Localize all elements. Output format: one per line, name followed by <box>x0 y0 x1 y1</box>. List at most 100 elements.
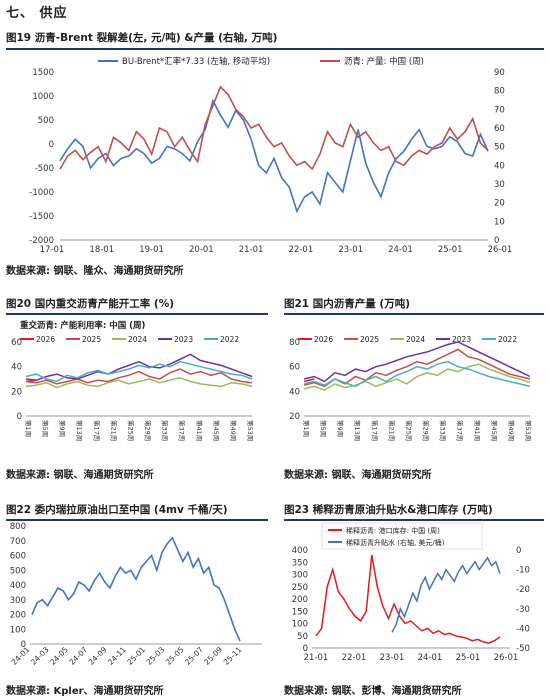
x-tick-label: 第53周 <box>524 420 533 441</box>
x-tick-label: 第1周 <box>24 420 33 437</box>
x-tick-label: 第25周 <box>126 420 135 441</box>
y-right-tick-label: 20 <box>494 199 505 209</box>
series-line-2025 <box>303 348 531 388</box>
y-left-tick-label: 200 <box>292 595 308 605</box>
legend-label: 2023 <box>174 335 193 344</box>
y-right-tick-label: -40 <box>516 624 530 634</box>
x-tick-label: 25-11 <box>222 645 244 667</box>
y-right-tick-label: 0 <box>516 546 521 556</box>
y-right-tick-label: 50 <box>494 143 505 153</box>
x-tick-label: 26-01 <box>494 653 519 663</box>
legend-label: 2024 <box>406 335 425 344</box>
y-left-tick-label: 350 <box>292 558 308 568</box>
figure-20-rule <box>6 313 268 315</box>
figure-20-title: 图20 国内重交沥青产能开工率 (%) <box>6 298 175 310</box>
legend-label: 稀释沥青: 港口库存: 中国 (周) <box>346 526 440 535</box>
figure-20-chart: 重交沥青: 产能利用率: 中国 (周)6040200第1周 第5周 第9周 第13周第… <box>11 320 255 441</box>
figure-21-title: 图21 国内沥青产量 (万吨) <box>284 298 411 310</box>
series-line-1 <box>391 556 501 633</box>
series-line-1 <box>59 85 489 171</box>
x-tick-label: 25-01 <box>438 245 463 255</box>
series-line-2026 <box>303 378 315 383</box>
y-right-tick-label: -10 <box>516 566 530 576</box>
x-tick-label: 24-09 <box>87 645 109 667</box>
x-tick-label: 第29周 <box>144 420 153 441</box>
y-tick-label: 600 <box>10 552 26 562</box>
x-tick-label: 第25周 <box>404 420 413 441</box>
series-line-0 <box>315 554 501 644</box>
y-left-tick-label: 50 <box>297 632 308 642</box>
y-tick-label: 400 <box>10 581 26 591</box>
y-tick-label: 20 <box>11 387 22 397</box>
x-tick-label: 23-01 <box>338 245 363 255</box>
x-tick-label: 25-03 <box>145 645 167 667</box>
y-right-tick-label: 40 <box>494 161 505 171</box>
x-tick-label: 第9周 <box>336 420 345 437</box>
x-tick-label: 第17周 <box>92 420 101 441</box>
y-left-tick-label: 250 <box>292 583 308 593</box>
y-left-tick-label: -2000 <box>29 236 54 246</box>
x-tick-label: 第45周 <box>490 420 499 441</box>
series-line-2024 <box>25 377 253 389</box>
y-right-tick-label: 60 <box>494 124 505 134</box>
figure-21-rule <box>284 313 544 315</box>
figure-19-rule <box>6 48 544 50</box>
figure-19-chart: 150010005000-500-1000-1500-2000908070605… <box>29 56 513 255</box>
x-tick-label: 26-01 <box>488 245 513 255</box>
y-right-tick-label: -50 <box>516 644 530 654</box>
y-tick-label: 20 <box>289 412 300 422</box>
y-tick-label: 700 <box>10 537 26 547</box>
y-left-tick-label: -500 <box>35 164 54 174</box>
y-tick-label: 300 <box>10 596 26 606</box>
x-tick-label: 第21周 <box>387 420 396 441</box>
figure-19-title: 图19 沥青-Brent 裂解差(左, 元/吨) &产量 (右轴, 万吨) <box>6 32 278 44</box>
y-left-tick-label: -1500 <box>29 212 54 222</box>
legend-label: 沥青: 产量: 中国 (周) <box>344 56 424 67</box>
legend-label: 2022 <box>220 335 239 344</box>
x-tick-label: 21-01 <box>239 245 264 255</box>
x-tick-label: 24-11 <box>106 645 128 667</box>
y-left-tick-label: 0 <box>303 644 308 654</box>
x-tick-label: 25-01 <box>125 645 147 667</box>
y-right-tick-label: 0 <box>494 236 499 246</box>
figure-22-rule <box>6 519 268 521</box>
x-tick-label: 第29周 <box>422 420 431 441</box>
series-line-2023 <box>25 353 253 381</box>
x-tick-label: 第13周 <box>75 420 84 441</box>
series-line-2024 <box>303 363 531 391</box>
series-line-2023 <box>303 341 531 383</box>
x-tick-label: 25-07 <box>183 645 205 667</box>
y-tick-label: 100 <box>10 625 26 635</box>
x-tick-label: 21-01 <box>304 653 329 663</box>
x-tick-label: 第33周 <box>161 420 170 441</box>
x-tick-label: 第33周 <box>439 420 448 441</box>
x-tick-label: 24-01 <box>10 645 32 667</box>
x-tick-label: 第5周 <box>41 420 50 437</box>
y-tick-label: 60 <box>289 363 300 373</box>
series-line-2022 <box>303 360 531 388</box>
y-right-tick-label: 30 <box>494 180 505 190</box>
y-left-tick-label: 300 <box>292 571 308 581</box>
chart-title: 重交沥青: 产能利用率: 中国 (周) <box>20 320 146 331</box>
x-tick-label: 第45周 <box>212 420 221 441</box>
figure-19-source: 数据来源: 钢联、隆众、海通期货研究所 <box>6 266 184 277</box>
x-tick-label: 24-07 <box>67 645 89 667</box>
legend-label: 稀释沥青升贴水 (右轴, 美元/桶) <box>346 538 445 547</box>
y-right-tick-label: 10 <box>494 217 505 227</box>
x-tick-label: 25-05 <box>164 645 186 667</box>
y-tick-label: 40 <box>289 387 300 397</box>
section-title: 七、 供应 <box>6 6 68 21</box>
x-tick-label: 24-01 <box>418 653 443 663</box>
x-tick-label: 25-01 <box>456 653 481 663</box>
y-right-tick-label: 90 <box>494 68 505 78</box>
y-tick-label: 200 <box>10 611 26 621</box>
x-tick-label: 第41周 <box>195 420 204 441</box>
x-tick-label: 第49周 <box>229 420 238 441</box>
x-tick-label: 第53周 <box>246 420 255 441</box>
x-tick-label: 第37周 <box>178 420 187 441</box>
legend-label: 2024 <box>128 335 147 344</box>
y-left-tick-label: 1000 <box>32 92 54 102</box>
x-tick-label: 19-01 <box>139 245 164 255</box>
legend-label: 2023 <box>452 335 471 344</box>
y-left-tick-label: 500 <box>38 116 54 126</box>
